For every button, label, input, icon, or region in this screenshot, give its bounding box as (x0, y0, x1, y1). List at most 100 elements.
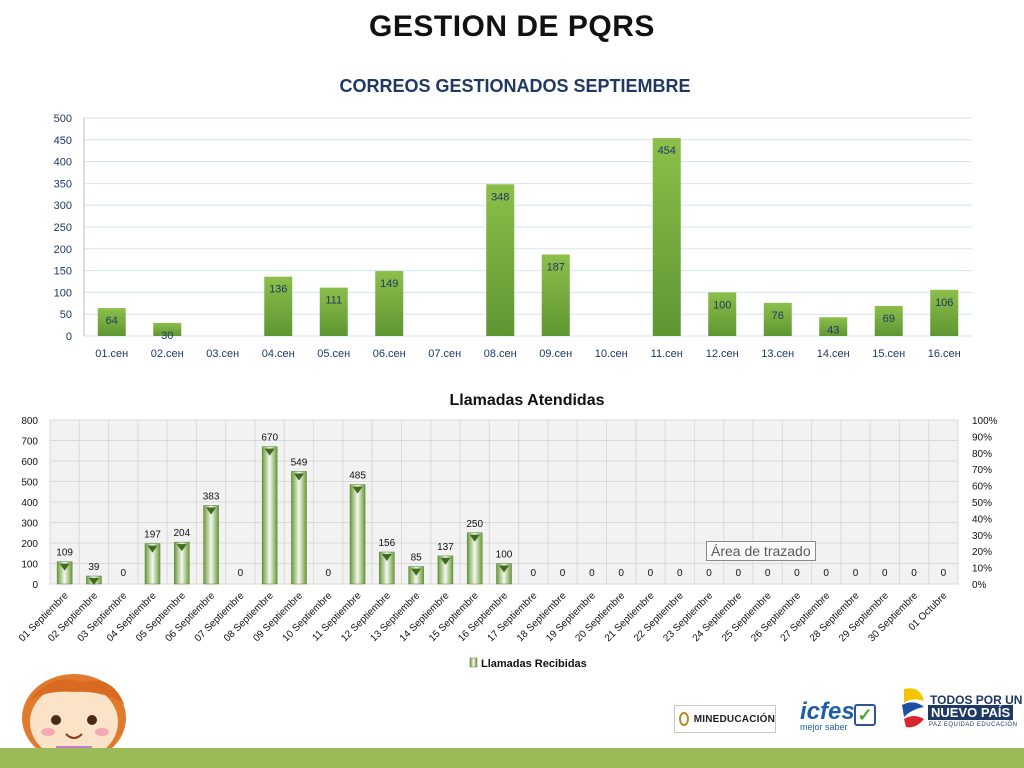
bar (174, 541, 190, 585)
y2-tick-label: 0% (972, 580, 987, 591)
y-tick-label: 800 (21, 416, 38, 427)
data-label: 0 (238, 568, 244, 579)
y2-tick-label: 10% (972, 564, 992, 575)
bar (763, 302, 792, 336)
x-tick-label: 13.сен (761, 348, 794, 360)
data-label: 0 (823, 568, 829, 579)
x-tick-label: 04.сен (262, 348, 295, 360)
bar-cap (352, 486, 363, 494)
data-label: 197 (144, 530, 161, 541)
data-label: 0 (911, 568, 917, 579)
bar (153, 322, 182, 336)
bar-cap (59, 563, 70, 571)
x-tick-label: 06.сен (373, 348, 406, 360)
data-label: 76 (772, 310, 784, 322)
y-tick-label: 300 (54, 200, 72, 212)
data-label: 0 (560, 568, 566, 579)
y-tick-label: 200 (54, 244, 72, 256)
y-tick-label: 0 (66, 331, 72, 343)
y2-tick-label: 80% (972, 449, 992, 460)
bar (652, 138, 681, 336)
y2-tick-label: 50% (972, 498, 992, 509)
data-label: 0 (677, 568, 683, 579)
x-tick-label: 10.сен (595, 348, 628, 360)
bar-cap (264, 448, 275, 456)
bar (930, 289, 959, 336)
y-tick-label: 300 (21, 519, 38, 530)
bar-cap (381, 554, 392, 562)
data-label: 0 (589, 568, 595, 579)
bar-cap (176, 544, 187, 552)
data-label: 0 (618, 568, 624, 579)
x-tick-label: 07.сен (428, 348, 461, 360)
bar (264, 276, 293, 336)
data-label: 0 (882, 568, 888, 579)
data-label: 106 (935, 297, 953, 309)
data-label: 85 (411, 553, 423, 564)
data-label: 0 (736, 568, 742, 579)
y-tick-label: 600 (21, 457, 38, 468)
data-label: 30 (161, 330, 173, 342)
data-label: 383 (203, 491, 220, 502)
bar (144, 543, 161, 585)
y-tick-label: 0 (32, 580, 38, 591)
bar (437, 555, 454, 585)
y-tick-label: 150 (54, 266, 72, 278)
data-label: 549 (291, 457, 308, 468)
data-label: 204 (173, 528, 190, 539)
y-tick-label: 50 (60, 309, 72, 321)
data-label: 0 (794, 568, 800, 579)
bar (203, 505, 219, 585)
y-tick-label: 200 (21, 539, 38, 550)
y-tick-label: 450 (54, 135, 72, 147)
data-label: 187 (547, 261, 565, 273)
y2-tick-label: 30% (972, 531, 992, 542)
data-label: 69 (883, 313, 895, 325)
bar (466, 532, 483, 585)
y-tick-label: 100 (21, 560, 38, 571)
bar (486, 184, 515, 336)
x-tick-label: 08.сен (484, 348, 517, 360)
y-tick-label: 350 (54, 178, 72, 190)
data-label: 454 (658, 145, 676, 157)
bar-cap (499, 565, 509, 573)
y2-tick-label: 90% (972, 432, 992, 443)
bar (541, 254, 570, 336)
data-label: 0 (853, 568, 859, 579)
legend-swatch (469, 657, 478, 668)
y2-tick-label: 60% (972, 482, 992, 493)
bar (261, 446, 278, 585)
data-label: 0 (706, 568, 712, 579)
x-tick-label: 12.сен (706, 348, 739, 360)
y-tick-label: 100 (54, 287, 72, 299)
calls-bar-chart: Llamadas Atendidas 0 100 200 300 400 500 600 700… (17, 392, 998, 670)
legend-label: Llamadas Recibidas (481, 658, 587, 670)
bar (319, 287, 348, 336)
bar (97, 308, 126, 336)
y2-tick-label: 100% (972, 416, 998, 427)
y-tick-label: 700 (21, 437, 38, 448)
bar (819, 317, 848, 336)
bar-cap (147, 545, 158, 553)
data-label: 348 (491, 191, 509, 203)
y-tick-label: 400 (54, 157, 72, 169)
data-label: 100 (496, 550, 513, 561)
data-label: 0 (648, 568, 654, 579)
bar-cap (469, 534, 480, 542)
data-label: 136 (269, 284, 287, 296)
y-tick-label: 500 (54, 113, 72, 125)
bar (291, 471, 307, 585)
bar (379, 551, 395, 585)
x-tick-label: 03.сен (206, 348, 239, 360)
bar (56, 561, 73, 585)
x-tick-label: 14.сен (817, 348, 850, 360)
bar-cap (293, 473, 304, 481)
data-label: 0 (941, 568, 947, 579)
y2-tick-label: 20% (972, 547, 992, 558)
y-tick-label: 400 (21, 498, 38, 509)
y2-tick-label: 40% (972, 514, 992, 525)
bar-cap (88, 578, 99, 586)
x-tick-label: 15.сен (872, 348, 905, 360)
bar-cap (411, 568, 422, 576)
icfes-logo: icfes mejor saber ✓ (800, 700, 882, 738)
